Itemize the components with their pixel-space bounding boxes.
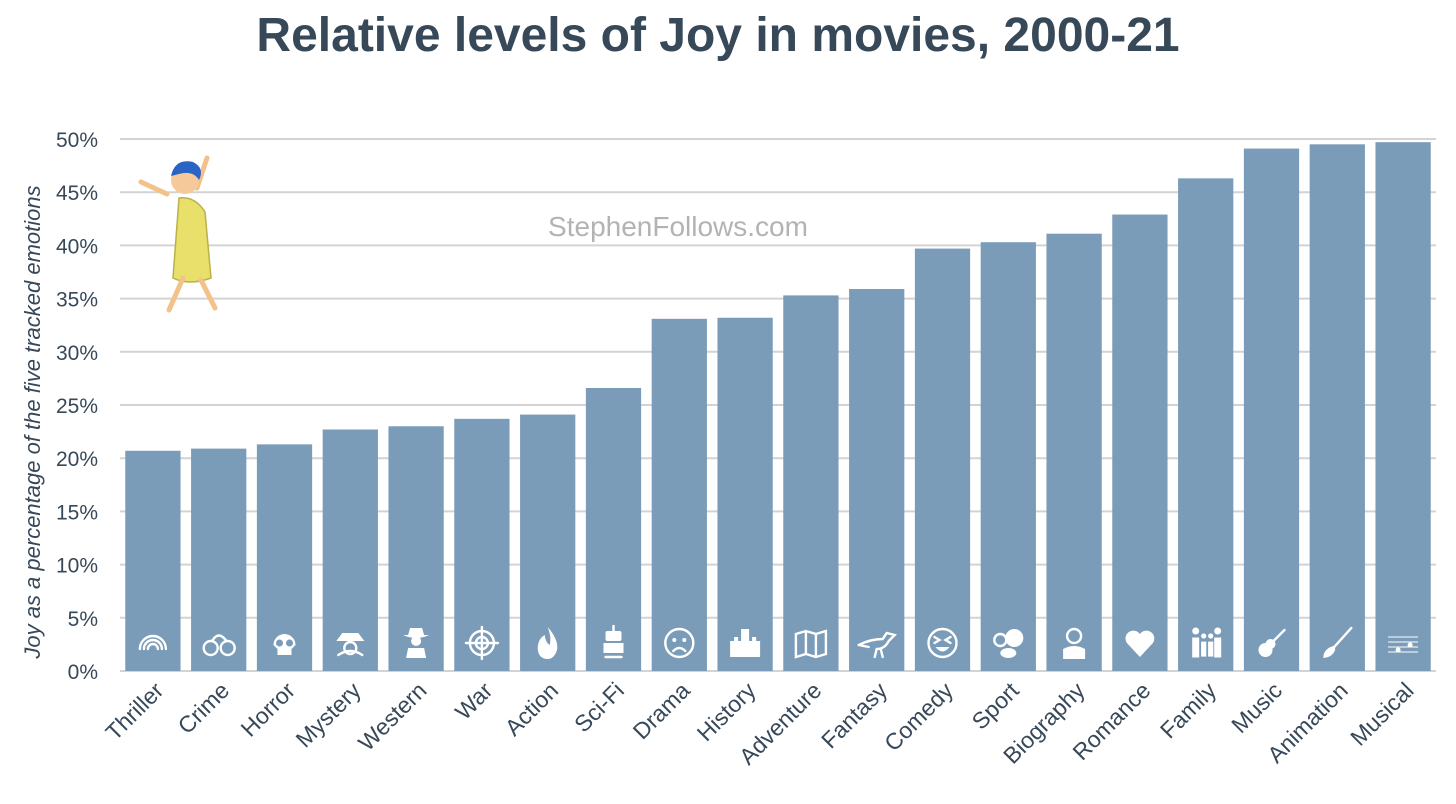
x-tick-label: Mystery	[291, 677, 367, 753]
joy-character-icon	[138, 155, 218, 313]
bar-biography	[1046, 233, 1102, 672]
skull-icon	[273, 634, 296, 655]
bar-crime	[191, 448, 247, 671]
cowboy-icon	[403, 628, 430, 658]
handcuffs-icon	[202, 634, 236, 657]
y-tick-labels: 0% 5% 10% 15% 20% 25% 30% 35% 40% 45% 50%	[56, 129, 98, 684]
y-tick-label: 5%	[68, 608, 98, 631]
music-notes-icon	[1388, 636, 1419, 653]
x-tick-label: Musical	[1345, 677, 1419, 751]
bar-fantasy	[849, 289, 905, 671]
bar-comedy	[914, 248, 971, 672]
bar-icons	[138, 624, 1419, 661]
bar-history	[717, 317, 773, 671]
sports-balls-icon	[993, 629, 1024, 658]
y-axis-label: Joy as a percentage of the five tracked …	[20, 185, 45, 659]
y-tick-label: 20%	[56, 448, 98, 471]
fingerprint-icon	[138, 634, 168, 651]
bar-sport	[980, 242, 1036, 671]
x-tick-label: Sport	[967, 677, 1025, 735]
y-tick-label: 25%	[56, 395, 98, 418]
bar-adventure	[783, 295, 839, 671]
y-tick-label: 50%	[56, 129, 98, 152]
y-tick-label: 30%	[56, 342, 98, 365]
bar-horror	[256, 444, 313, 671]
detective-icon	[336, 633, 365, 657]
x-tick-label: Drama	[628, 677, 695, 744]
castle-icon	[730, 629, 761, 657]
x-tick-label: Horror	[236, 677, 301, 742]
x-tick-label: Family	[1155, 677, 1222, 744]
x-tick-label: Music	[1226, 677, 1287, 738]
robot-icon	[603, 624, 624, 659]
bar-action	[520, 414, 576, 671]
bar-drama	[651, 318, 707, 671]
family-icon	[1192, 627, 1222, 658]
bar-music	[1243, 148, 1300, 672]
y-tick-label: 40%	[56, 235, 98, 258]
y-tick-label: 15%	[56, 501, 98, 524]
bar-musical	[1375, 142, 1431, 671]
map-icon	[794, 629, 828, 659]
y-tick-label: 10%	[56, 555, 98, 578]
chart-title: Relative levels of Joy in movies, 2000-2…	[256, 9, 1180, 62]
bar-sci-fi	[585, 387, 642, 671]
crosshair-icon	[464, 625, 500, 661]
x-tick-label: Crime	[172, 677, 234, 739]
dinosaur-icon	[857, 631, 898, 659]
x-tick-label: Sci-Fi	[569, 677, 629, 737]
y-tick-label: 0%	[68, 661, 98, 684]
paintbrush-icon	[1323, 626, 1353, 658]
bar-romance	[1112, 214, 1168, 671]
bar-mystery	[322, 429, 378, 671]
bar-thriller	[125, 450, 181, 671]
laughing-face-icon	[927, 627, 958, 659]
x-tick-label: Fantasy	[816, 677, 893, 754]
sad-face-icon	[664, 627, 695, 659]
x-tick-label: Comedy	[879, 677, 958, 756]
x-tick-label: Thriller	[100, 677, 168, 745]
bars	[125, 142, 1431, 672]
flame-icon	[537, 627, 558, 659]
bar-family	[1178, 178, 1234, 672]
y-tick-label: 45%	[56, 182, 98, 205]
x-tick-label: Action	[500, 677, 564, 741]
bar-animation	[1309, 144, 1365, 671]
y-tick-label: 35%	[56, 289, 98, 312]
guitar-icon	[1258, 628, 1286, 657]
watermark: StephenFollows.com	[548, 211, 808, 242]
heart-icon	[1125, 630, 1155, 657]
x-tick-label: Western	[353, 677, 432, 756]
x-tick-label: War	[450, 677, 498, 725]
person-icon	[1063, 627, 1086, 659]
